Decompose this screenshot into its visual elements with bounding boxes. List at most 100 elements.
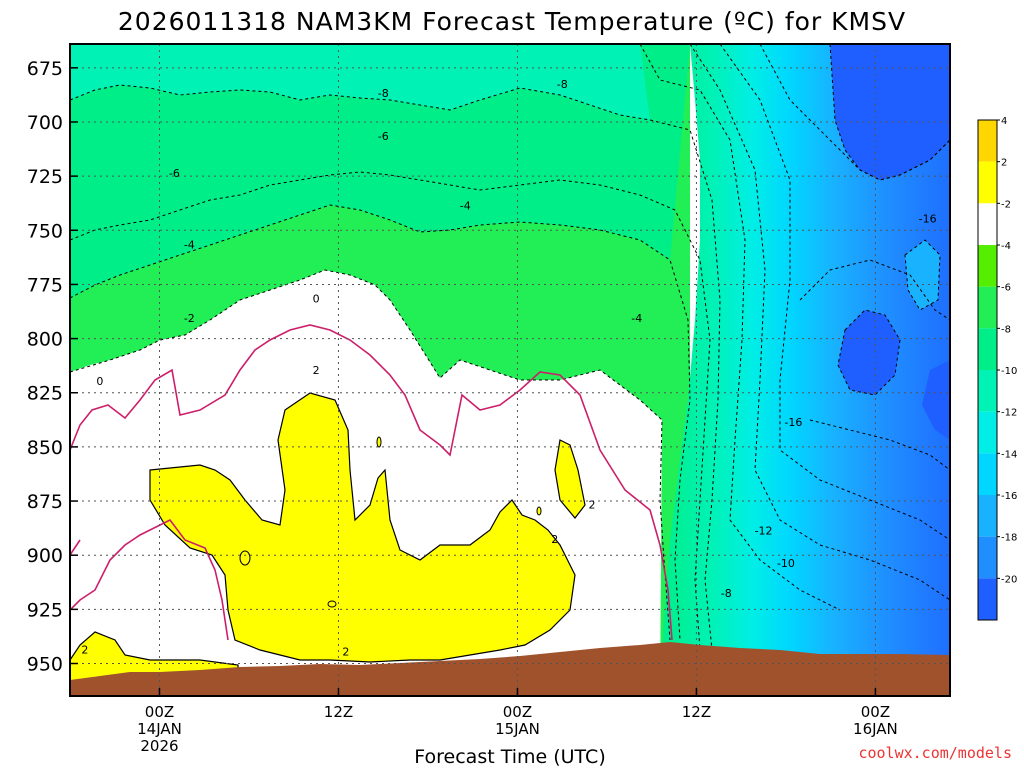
colorbar-swatch bbox=[978, 370, 997, 412]
contour-label: -4 bbox=[460, 199, 471, 212]
contour-minus6 bbox=[70, 171, 711, 651]
contour-label: 2 bbox=[342, 646, 349, 659]
colorbar-label: -12 bbox=[1001, 408, 1017, 419]
x-axis-label: Forecast Time (UTC) bbox=[414, 746, 605, 768]
colorbar-swatch bbox=[978, 203, 997, 245]
x-tick-label: 00Z bbox=[503, 703, 532, 721]
colorbar-swatch bbox=[978, 578, 997, 620]
fill-warm-plus2-main bbox=[149, 392, 576, 663]
contour-label: 2 bbox=[589, 498, 596, 511]
fill-warm-dot-4 bbox=[536, 506, 542, 516]
colorbar-label: -20 bbox=[1001, 574, 1017, 585]
contour-label: -6 bbox=[169, 167, 180, 180]
fill-cold-core-3 bbox=[922, 360, 950, 440]
colorbar-swatch bbox=[978, 411, 997, 454]
x-tick-label: 2026 bbox=[140, 737, 178, 755]
y-tick-label: 800 bbox=[27, 329, 63, 351]
colorbar-label: 4 bbox=[1001, 116, 1007, 127]
zero-contours bbox=[70, 324, 673, 641]
contour-label: -4 bbox=[631, 312, 642, 325]
colorbar-label: -6 bbox=[1001, 283, 1011, 294]
contour-label: -10 bbox=[777, 557, 795, 570]
contour-minus16c bbox=[809, 419, 950, 471]
x-tick-label: 12Z bbox=[324, 703, 353, 721]
x-tick-label: 12Z bbox=[682, 703, 711, 721]
contour-minus20 bbox=[904, 239, 941, 311]
x-tick-label: 16JAN bbox=[853, 720, 898, 738]
fill-warm-plus2-right bbox=[554, 439, 586, 519]
contour-label: 0 bbox=[313, 293, 320, 306]
fill-cold-pocket bbox=[905, 240, 940, 310]
fill-cold-region bbox=[660, 44, 950, 696]
colorbar-swatch bbox=[978, 328, 997, 370]
contour-label: -8 bbox=[721, 587, 732, 600]
y-tick-label: 875 bbox=[27, 491, 63, 513]
contour-label: 0 bbox=[96, 375, 103, 388]
contour-label: -2 bbox=[184, 312, 195, 325]
colorbar-swatch bbox=[978, 161, 997, 204]
fill-band-minus8 bbox=[70, 44, 650, 120]
grid-lines bbox=[70, 44, 950, 696]
contour-labels: -8 -8 -6 -6 -4 -4 -4 -2 0 0 2 2 2 2 2 -8 -10 -12 -16 -16 bbox=[81, 78, 937, 659]
contour-label: -4 bbox=[184, 238, 195, 251]
contour-label: -6 bbox=[378, 130, 389, 143]
contour-minus16 bbox=[759, 44, 950, 181]
y-tick-label: 775 bbox=[27, 274, 63, 296]
contour-label: 2 bbox=[551, 533, 558, 546]
contour-minus10 bbox=[639, 44, 841, 611]
colorbar-swatch bbox=[978, 286, 997, 329]
contour-minus4 bbox=[70, 204, 691, 641]
colorbar-label: -16 bbox=[1001, 491, 1017, 502]
contour-label: 2 bbox=[81, 644, 88, 657]
x-tick-label: 15JAN bbox=[495, 720, 540, 738]
y-tick-label: 700 bbox=[27, 112, 63, 134]
contour-minus2 bbox=[70, 269, 671, 641]
contour-label: -8 bbox=[378, 87, 389, 100]
colorbar-label: -8 bbox=[1001, 324, 1011, 335]
y-tick-label: 925 bbox=[27, 599, 63, 621]
colorbar-label: -2 bbox=[1001, 199, 1011, 210]
colorbar-label: -4 bbox=[1001, 241, 1011, 252]
y-tick-label: 825 bbox=[27, 383, 63, 405]
credit-link[interactable]: coolwx.com/models bbox=[858, 744, 1012, 762]
contour-zero-lower bbox=[70, 518, 229, 641]
y-tick-label: 850 bbox=[27, 437, 63, 459]
negative-contours bbox=[70, 44, 950, 651]
colorbar-label: -18 bbox=[1001, 533, 1017, 544]
contour-zero-left bbox=[70, 539, 81, 556]
x-tick-label: 00Z bbox=[861, 703, 890, 721]
colorbar-swatch bbox=[978, 120, 997, 162]
fill-warm-dot-1 bbox=[239, 550, 251, 566]
fill-cold-core-2 bbox=[838, 310, 900, 395]
colorbar-label: -10 bbox=[1001, 366, 1017, 377]
colorbar-swatch bbox=[978, 245, 997, 287]
y-tick-label: 750 bbox=[27, 220, 63, 242]
fill-band-minus6 bbox=[70, 44, 690, 298]
colorbar-swatch bbox=[978, 453, 997, 495]
x-tick-label: 00Z bbox=[145, 703, 174, 721]
colorbar-swatch bbox=[978, 495, 997, 537]
contour-label: -12 bbox=[755, 524, 773, 537]
colorbar-label: -14 bbox=[1001, 449, 1017, 460]
contour-label: -8 bbox=[557, 78, 568, 91]
fill-warm-dot-3 bbox=[327, 600, 337, 608]
fill-cold-core bbox=[830, 44, 950, 180]
plot-frame bbox=[69, 43, 951, 697]
fill-warm-dot-2 bbox=[376, 436, 382, 448]
contour-label: 2 bbox=[313, 364, 320, 377]
y-axis: 675 700 725 750 775 800 825 850 875 900 925 950 bbox=[27, 58, 78, 676]
colorbar-swatch bbox=[978, 536, 997, 579]
chart-title: 2026011318 NAM3KM Forecast Temperature (… bbox=[118, 7, 906, 36]
contour-label: -16 bbox=[784, 416, 802, 429]
x-tick-label: 14JAN bbox=[137, 720, 182, 738]
plot-area bbox=[70, 44, 950, 696]
colorbar-label: 2 bbox=[1001, 158, 1007, 169]
y-tick-label: 675 bbox=[27, 58, 63, 80]
contour-minus8 bbox=[70, 84, 721, 651]
colorbar: -20 -18 -16 -14 -12 -10 -8 -6 -4 -2 2 4 bbox=[977, 116, 1017, 621]
y-tick-label: 900 bbox=[27, 545, 63, 567]
contour-label: -16 bbox=[919, 212, 937, 225]
y-tick-label: 725 bbox=[27, 166, 63, 188]
